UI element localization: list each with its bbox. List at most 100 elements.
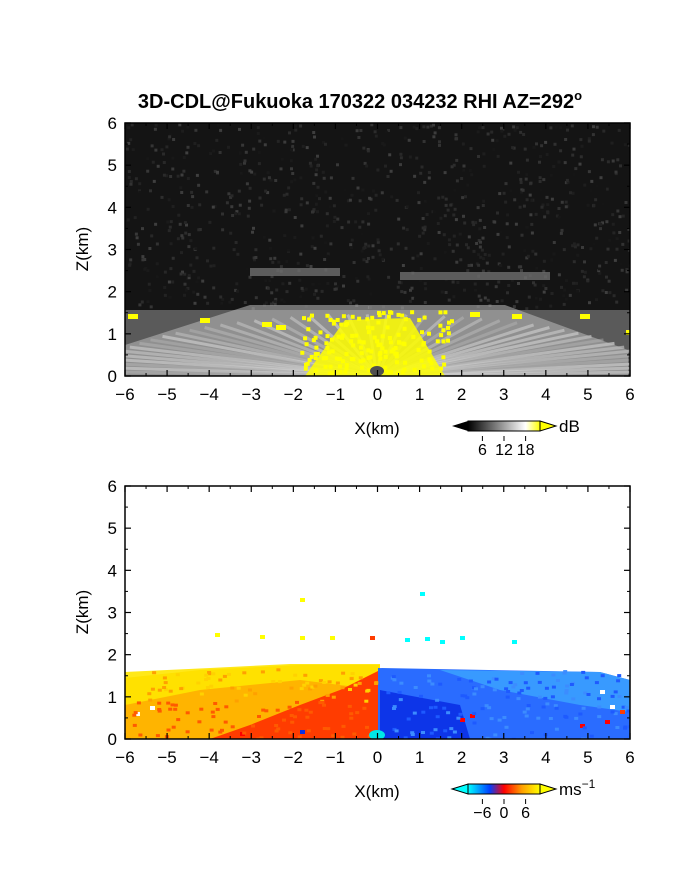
noise-pixel bbox=[449, 203, 453, 207]
noise-pixel bbox=[426, 242, 430, 245]
noise-pixel bbox=[593, 223, 597, 227]
noise-pixel bbox=[318, 197, 321, 201]
velocity-pixel bbox=[243, 693, 248, 697]
noise-pixel bbox=[264, 279, 268, 283]
noise-pixel bbox=[620, 268, 624, 272]
velocity-colorbar-ticks: −6 0 6 bbox=[473, 799, 530, 822]
noise-pixel bbox=[490, 130, 494, 134]
velocity-pixel bbox=[610, 710, 615, 714]
noise-pixel bbox=[187, 274, 191, 278]
noise-pixel bbox=[421, 226, 425, 230]
noise-pixel bbox=[228, 300, 232, 304]
velocity-pixel bbox=[597, 697, 601, 701]
velocity-pixel bbox=[206, 677, 211, 680]
velocity-pixel bbox=[535, 671, 540, 675]
velocity-pixel bbox=[580, 724, 585, 728]
noise-pixel bbox=[190, 190, 194, 194]
noise-pixel bbox=[133, 241, 137, 245]
noise-pixel bbox=[352, 299, 356, 303]
noise-pixel bbox=[248, 169, 252, 173]
noise-pixel bbox=[360, 232, 364, 236]
strong-return-pixel bbox=[446, 331, 451, 336]
noise-pixel bbox=[213, 204, 217, 208]
noise-pixel bbox=[433, 257, 437, 261]
noise-pixel bbox=[575, 281, 578, 285]
strong-return-pixel bbox=[304, 362, 308, 367]
noise-pixel bbox=[239, 162, 243, 166]
velocity-pixel bbox=[429, 731, 434, 735]
velocity-pixel bbox=[446, 711, 451, 715]
noise-pixel bbox=[193, 301, 197, 305]
noise-pixel bbox=[440, 290, 444, 294]
intensity-x-tick-label: 6 bbox=[625, 385, 634, 404]
noise-pixel bbox=[367, 277, 371, 281]
noise-pixel bbox=[538, 160, 541, 164]
noise-pixel bbox=[455, 260, 459, 264]
intensity-yellow-cone bbox=[305, 318, 445, 376]
noise-pixel bbox=[541, 209, 545, 213]
strong-return-pixel bbox=[325, 334, 330, 339]
noise-pixel bbox=[281, 282, 285, 286]
velocity-pixel bbox=[589, 734, 594, 738]
noise-pixel bbox=[314, 202, 318, 206]
velocity-pixel bbox=[300, 598, 305, 602]
noise-pixel bbox=[133, 216, 137, 220]
noise-pixel bbox=[316, 185, 320, 189]
noise-pixel bbox=[254, 296, 258, 300]
noise-pixel bbox=[177, 213, 181, 217]
velocity-pixel bbox=[350, 672, 355, 676]
strong-return-pixel bbox=[377, 310, 381, 315]
velocity-pixel bbox=[166, 728, 171, 732]
noise-pixel bbox=[467, 235, 471, 239]
noise-pixel bbox=[325, 224, 329, 228]
noise-pixel bbox=[443, 171, 447, 175]
intensity-y-tick-label: 3 bbox=[108, 241, 117, 260]
noise-pixel bbox=[180, 173, 184, 177]
velocity-pixel bbox=[340, 735, 345, 739]
velocity-pixel bbox=[419, 694, 423, 698]
noise-pixel bbox=[141, 255, 145, 259]
intensity-x-tick-label: 2 bbox=[457, 385, 466, 404]
figure-title-degree: o bbox=[574, 88, 582, 103]
noise-pixel bbox=[453, 188, 457, 192]
strong-return-pixel bbox=[357, 316, 362, 321]
noise-pixel bbox=[583, 183, 587, 187]
noise-pixel bbox=[344, 143, 348, 147]
noise-pixel bbox=[279, 265, 283, 269]
velocity-pixel bbox=[248, 688, 252, 692]
velocity-pixel bbox=[406, 717, 411, 721]
noise-pixel bbox=[350, 183, 354, 187]
noise-pixel bbox=[451, 249, 455, 253]
noise-pixel bbox=[333, 215, 337, 219]
noise-pixel bbox=[527, 295, 531, 299]
noise-pixel bbox=[495, 139, 499, 143]
noise-pixel bbox=[151, 160, 155, 164]
noise-pixel bbox=[185, 277, 189, 281]
noise-pixel bbox=[169, 133, 172, 137]
velocity-pixel bbox=[204, 678, 209, 682]
noise-pixel bbox=[587, 139, 591, 143]
noise-pixel bbox=[427, 176, 431, 180]
noise-pixel bbox=[487, 270, 491, 274]
noise-pixel bbox=[186, 145, 190, 149]
noise-pixel bbox=[485, 282, 489, 286]
strong-return-pixel bbox=[324, 341, 329, 346]
velocity-pixel bbox=[157, 708, 162, 711]
velocity-pixel bbox=[571, 697, 576, 701]
noise-pixel bbox=[487, 253, 491, 257]
noise-pixel bbox=[221, 212, 224, 216]
noise-pixel bbox=[269, 257, 273, 261]
noise-pixel bbox=[183, 293, 186, 297]
velocity-pixel bbox=[276, 727, 281, 731]
intensity-x-axis-label: X(km) bbox=[354, 419, 399, 438]
noise-pixel bbox=[422, 140, 426, 143]
noise-pixel bbox=[160, 195, 164, 199]
noise-pixel bbox=[413, 297, 417, 301]
intensity-x-tick-label: 3 bbox=[499, 385, 508, 404]
noise-pixel bbox=[272, 209, 276, 213]
noise-pixel bbox=[455, 158, 459, 162]
velocity-pixel bbox=[626, 709, 630, 713]
noise-pixel bbox=[230, 297, 234, 301]
noise-pixel bbox=[600, 158, 604, 162]
noise-pixel bbox=[587, 170, 591, 174]
